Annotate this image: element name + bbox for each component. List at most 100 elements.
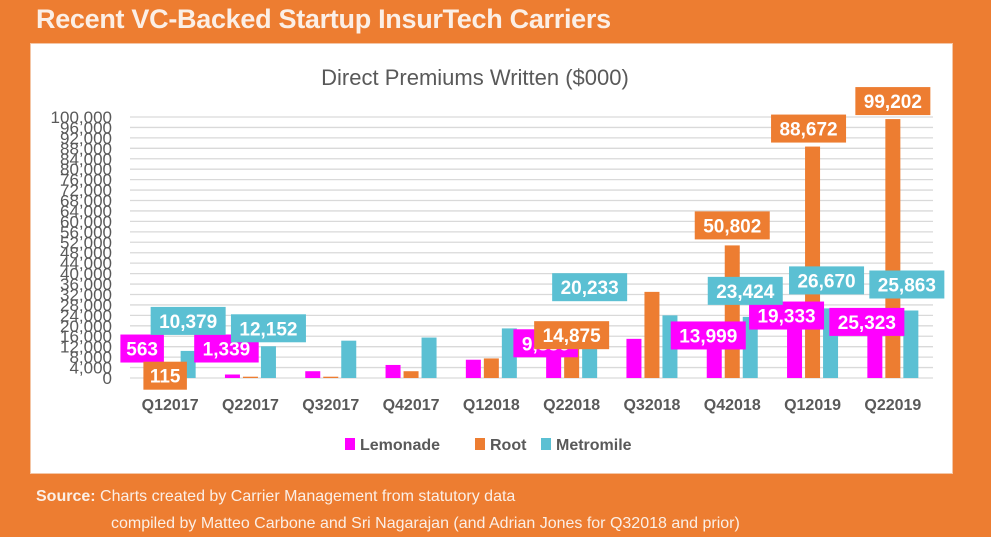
bar-metromile-q32017: [341, 340, 357, 378]
svg-text:14,875: 14,875: [543, 326, 602, 347]
svg-text:88,672: 88,672: [779, 120, 837, 141]
source-line-1: Charts created by Carrier Management fro…: [100, 488, 516, 505]
y-tick-label: 32,000: [60, 285, 112, 304]
x-tick-label: Q32017: [302, 397, 359, 414]
svg-text:23,424: 23,424: [716, 282, 775, 303]
legend-label: Root: [490, 437, 527, 454]
x-tick-label: Q32018: [623, 397, 680, 414]
y-tick-label: 84,000: [60, 150, 112, 169]
bar-root-q22017: [242, 376, 258, 378]
x-tick-label: Q12019: [784, 397, 841, 414]
y-tick-label: 60,000: [60, 212, 112, 231]
y-tick-label: 4,000: [69, 359, 112, 378]
bar-metromile-q42017: [421, 337, 437, 378]
x-tick-label: Q22017: [222, 397, 279, 414]
bar-root-q22019: [885, 119, 901, 379]
x-tick-label: Q22019: [864, 397, 921, 414]
data-label-root-q22018: 14,875: [534, 321, 610, 350]
banner-title: Recent VC-Backed Startup InsurTech Carri…: [36, 4, 611, 34]
data-labels: 5631,3399,85613,99919,33325,32311514,875…: [120, 87, 945, 390]
svg-text:10,379: 10,379: [159, 312, 217, 333]
data-label-root-q42018: 50,802: [694, 211, 770, 240]
data-label-lemonade-q12017: 563: [120, 334, 164, 363]
x-tick-label: Q42017: [383, 397, 440, 414]
legend-swatch: [345, 438, 355, 450]
y-tick-label: 92,000: [60, 129, 112, 148]
x-tick-label: Q42018: [704, 397, 761, 414]
source-note: Source: Charts created by Carrier Manage…: [36, 483, 740, 537]
svg-text:19,333: 19,333: [757, 307, 815, 328]
bar-lemonade-q22017: [224, 374, 240, 378]
y-tick-label: 40,000: [60, 265, 112, 284]
bar-metromile-q22019: [903, 310, 919, 378]
svg-text:25,863: 25,863: [878, 275, 936, 296]
svg-text:99,202: 99,202: [864, 92, 922, 113]
y-tick-label: 0: [103, 369, 112, 388]
y-tick-label: 8,000: [69, 348, 112, 367]
y-tick-label: 24,000: [60, 306, 112, 325]
svg-text:25,323: 25,323: [838, 313, 896, 334]
data-label-root-q12017: 115: [143, 361, 187, 390]
y-tick-label: 44,000: [60, 254, 112, 273]
legend-label: Metromile: [556, 437, 632, 454]
bar-lemonade-q42018: [706, 341, 722, 378]
data-label-metromile-q22017: 12,152: [230, 314, 306, 343]
legend-item-metromile: Metromile: [541, 437, 632, 454]
y-tick-label: 64,000: [60, 202, 112, 221]
svg-text:563: 563: [126, 340, 158, 361]
legend-swatch: [541, 438, 551, 450]
y-tick-label: 16,000: [60, 327, 112, 346]
data-label-lemonade-q12019: 19,333: [749, 301, 825, 330]
data-label-root-q22019: 99,202: [855, 87, 931, 116]
data-label-lemonade-q22019: 25,323: [829, 307, 905, 336]
y-tick-label: 48,000: [60, 244, 112, 263]
legend-swatch: [475, 438, 485, 450]
y-tick-label: 100,000: [51, 108, 112, 127]
bar-lemonade-q22018: [546, 352, 562, 378]
y-axis: 04,0008,00012,00016,00020,00024,00028,00…: [51, 108, 112, 388]
x-tick-label: Q22018: [543, 397, 600, 414]
y-tick-label: 80,000: [60, 160, 112, 179]
source-label: Source:: [36, 488, 96, 505]
legend-label: Lemonade: [360, 437, 440, 454]
bar-root-q42017: [403, 371, 419, 378]
bar-metromile-q12018: [501, 328, 517, 378]
data-label-metromile-q22019: 25,863: [869, 270, 945, 299]
bar-lemonade-q42017: [385, 364, 401, 378]
svg-text:26,670: 26,670: [797, 271, 855, 292]
bar-root-q32018: [644, 291, 660, 378]
bar-root-q42018: [724, 245, 740, 378]
svg-text:50,802: 50,802: [703, 216, 761, 237]
bar-lemonade-q32018: [626, 338, 642, 378]
bar-metromile-q22017: [260, 346, 276, 378]
y-tick-label: 96,000: [60, 118, 112, 137]
x-tick-label: Q12017: [142, 397, 199, 414]
y-tick-label: 36,000: [60, 275, 112, 294]
svg-text:115: 115: [150, 367, 181, 388]
data-label-metromile-q22018: 20,233: [552, 273, 628, 302]
y-tick-label: 12,000: [60, 338, 112, 357]
x-tick-label: Q12018: [463, 397, 520, 414]
bar-metromile-q42018: [742, 316, 758, 378]
bar-root-q12018: [483, 358, 499, 378]
bar-lemonade-q32017: [305, 371, 321, 378]
y-tick-label: 72,000: [60, 181, 112, 200]
x-axis: Q12017 Q22017 Q32017 Q42017 Q12018 Q22018 Q320…: [142, 397, 922, 414]
legend-item-lemonade: Lemonade: [345, 437, 440, 454]
y-tick-label: 68,000: [60, 192, 112, 211]
legend: Lemonade Root Metromile: [345, 437, 632, 454]
y-tick-label: 88,000: [60, 139, 112, 158]
svg-text:13,999: 13,999: [679, 326, 737, 347]
legend-item-root: Root: [475, 437, 527, 454]
source-line-2: compiled by Matteo Carbone and Sri Nagar…: [111, 515, 740, 532]
bar-root-q32017: [323, 376, 339, 378]
data-label-metromile-q12017: 10,379: [150, 306, 226, 335]
bar-root-q12019: [805, 146, 821, 378]
svg-text:1,339: 1,339: [203, 340, 251, 361]
bar-lemonade-q12019: [787, 327, 803, 378]
y-tick-label: 76,000: [60, 171, 112, 190]
y-tick-label: 20,000: [60, 317, 112, 336]
svg-text:20,233: 20,233: [561, 278, 619, 299]
y-tick-label: 28,000: [60, 296, 112, 315]
